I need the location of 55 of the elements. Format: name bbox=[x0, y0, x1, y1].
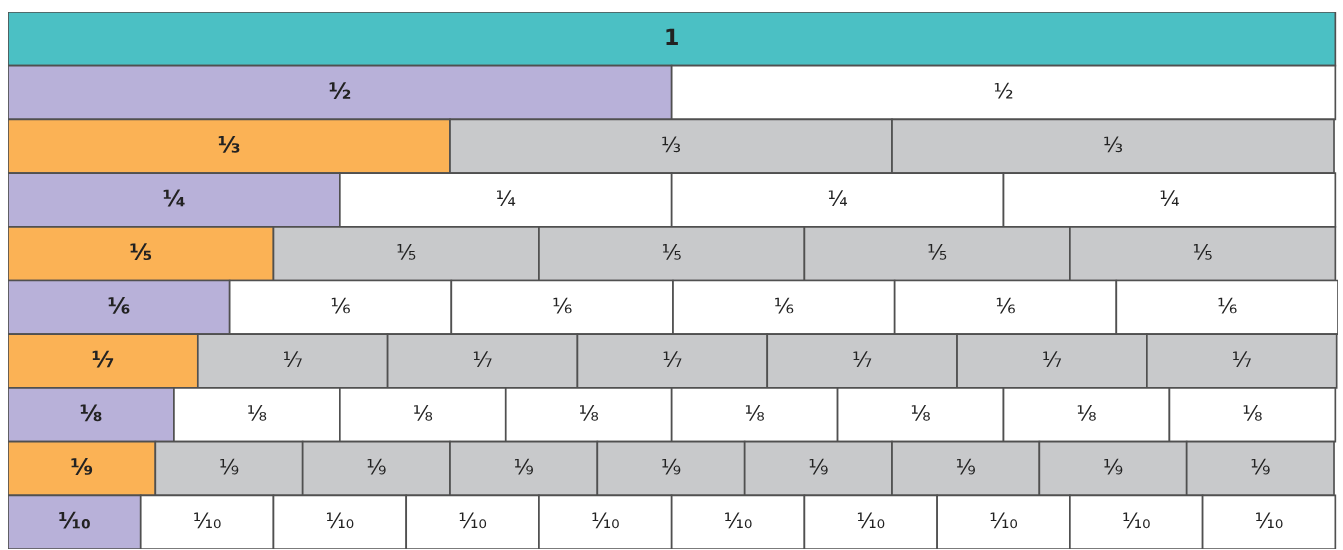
data-label: 1 bbox=[666, 28, 678, 45]
data-label: ¹⁄₉ bbox=[71, 458, 93, 475]
data-label: ¹⁄₁₀ bbox=[725, 512, 752, 529]
data-label: ¹⁄₅ bbox=[928, 243, 947, 260]
data-label: ¹⁄₉ bbox=[514, 458, 533, 475]
data-label: ¹⁄₇ bbox=[663, 351, 682, 368]
data-label: ¹⁄₃ bbox=[1104, 136, 1123, 153]
data-label: ¹⁄₈ bbox=[248, 405, 267, 421]
data-label: ¹⁄₂ bbox=[329, 82, 351, 99]
data-label: ¹⁄₁₀ bbox=[194, 512, 221, 529]
data-label: ¹⁄₉ bbox=[1251, 458, 1270, 475]
data-label: ¹⁄₈ bbox=[745, 405, 764, 421]
data-label: ¹⁄₇ bbox=[1233, 351, 1251, 368]
data-label: ¹⁄₃ bbox=[662, 136, 681, 153]
data-label: ¹⁄₁₀ bbox=[990, 512, 1018, 529]
data-label: ¹⁄₅ bbox=[397, 243, 416, 260]
data-label: ¹⁄₅ bbox=[1193, 243, 1212, 260]
data-label: ¹⁄₁₀ bbox=[857, 512, 885, 529]
data-label: ¹⁄₁₀ bbox=[59, 511, 90, 529]
data-label: ¹⁄₉ bbox=[809, 458, 828, 475]
data-label: ¹⁄₈ bbox=[80, 404, 102, 422]
data-label: ¹⁄₂ bbox=[994, 82, 1013, 99]
data-label: ¹⁄₇ bbox=[473, 351, 492, 368]
data-label: ¹⁄₈ bbox=[911, 405, 930, 421]
data-label: ¹⁄₈ bbox=[1243, 405, 1262, 421]
data-label: ¹⁄₇ bbox=[1043, 351, 1062, 368]
data-label: ¹⁄₄ bbox=[1160, 190, 1179, 206]
data-label: ¹⁄₆ bbox=[331, 297, 350, 314]
data-label: ¹⁄₄ bbox=[163, 189, 185, 207]
data-label: ¹⁄₁₀ bbox=[1123, 512, 1150, 529]
data-label: ¹⁄₉ bbox=[220, 458, 239, 475]
data-label: ¹⁄₉ bbox=[662, 458, 681, 475]
data-label: ¹⁄₉ bbox=[1104, 458, 1123, 475]
data-label: ¹⁄₅ bbox=[662, 243, 681, 260]
data-label: ¹⁄₁₀ bbox=[1256, 512, 1283, 529]
data-label: ¹⁄₉ bbox=[367, 458, 386, 475]
data-label: ¹⁄₆ bbox=[996, 297, 1015, 314]
data-label: ¹⁄₆ bbox=[108, 296, 130, 314]
data-label: ¹⁄₈ bbox=[1077, 405, 1096, 421]
data-label: ¹⁄₈ bbox=[414, 405, 433, 421]
data-label: ¹⁄₄ bbox=[497, 190, 516, 206]
data-label: ¹⁄₁₀ bbox=[592, 512, 619, 529]
data-label: ¹⁄₇ bbox=[92, 350, 114, 368]
data-label: ¹⁄₅ bbox=[130, 243, 152, 261]
data-label: ¹⁄₄ bbox=[828, 190, 848, 206]
data-label: ¹⁄₇ bbox=[853, 351, 872, 368]
data-label: ¹⁄₆ bbox=[553, 297, 572, 314]
data-label: ¹⁄₈ bbox=[580, 405, 599, 421]
data-label: ¹⁄₆ bbox=[1218, 297, 1237, 314]
data-label: ¹⁄₆ bbox=[775, 297, 794, 314]
data-label: ¹⁄₃ bbox=[218, 135, 240, 153]
data-label: ¹⁄₁₀ bbox=[326, 512, 354, 529]
data-label: ¹⁄₉ bbox=[956, 458, 975, 475]
data-label: ¹⁄₁₀ bbox=[459, 512, 487, 529]
data-label: ¹⁄₇ bbox=[284, 351, 302, 368]
